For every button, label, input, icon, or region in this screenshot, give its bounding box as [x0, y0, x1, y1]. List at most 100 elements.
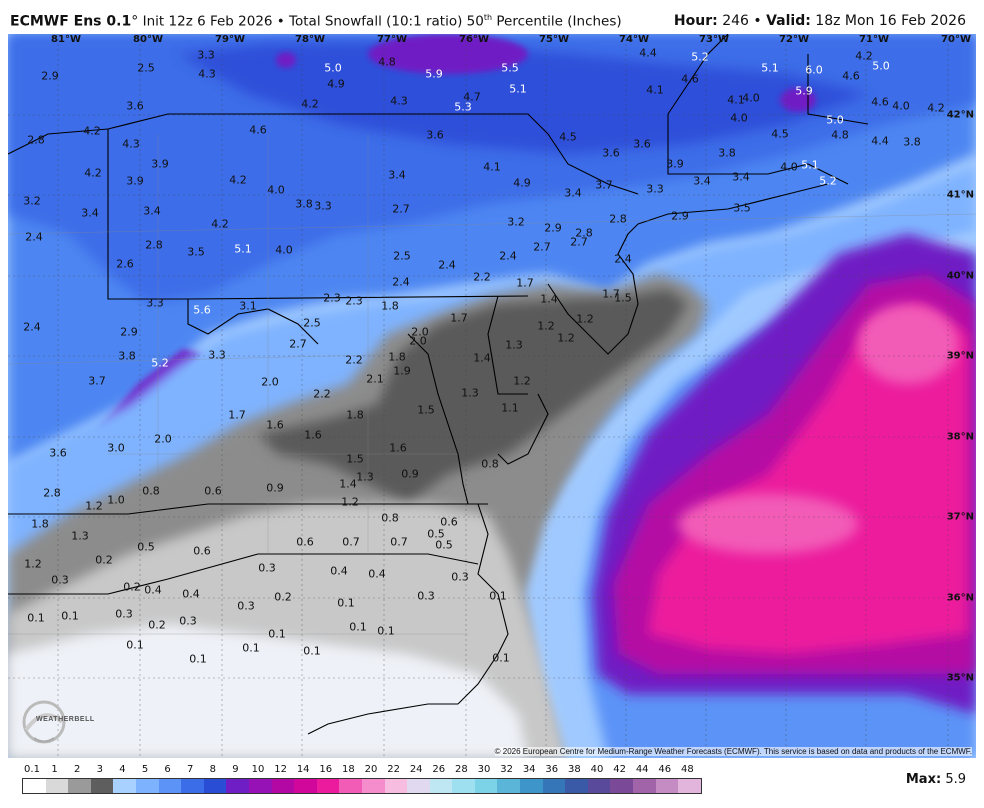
- snowfall-value: 5.0: [324, 61, 342, 75]
- colorbar-swatch: [45, 779, 69, 793]
- logo-swirl-icon: [22, 700, 66, 744]
- colorbar-swatch: [655, 779, 679, 793]
- snowfall-value: 0.9: [266, 481, 284, 495]
- snowfall-value: 1.3: [505, 338, 523, 352]
- colorbar-swatch: [271, 779, 295, 793]
- snowfall-value: 2.9: [544, 221, 562, 235]
- snowfall-value: 2.0: [261, 375, 279, 389]
- snowfall-value: 1.4: [540, 292, 558, 306]
- colorbar-tick-label: 30: [477, 764, 491, 775]
- colorbar-swatch: [203, 779, 227, 793]
- snowfall-value: 4.2: [211, 217, 229, 231]
- snowfall-value: 2.4: [25, 230, 43, 244]
- colorbar-tick-label: 22: [387, 764, 400, 775]
- snowfall-value: 4.2: [229, 173, 247, 187]
- offshore-pink: [648, 304, 968, 654]
- valid-value: 18z Mon 16 Feb 2026: [815, 13, 966, 29]
- snowfall-value: 2.7: [570, 235, 588, 249]
- logo-text: WEATHERBELL: [36, 716, 95, 723]
- purple-spot-mass: [780, 88, 816, 112]
- snowfall-value: 3.8: [118, 349, 136, 363]
- valid-label: Valid:: [766, 13, 811, 29]
- snowfall-value: 4.2: [83, 124, 101, 138]
- colorbar-tick-label: 12: [274, 764, 287, 775]
- snowfall-value: 0.1: [61, 609, 79, 623]
- longitude-label: 73°W: [699, 34, 729, 45]
- purple-spot-north: [368, 34, 528, 74]
- latitude-label: 39°N: [946, 350, 974, 362]
- snowfall-value: 3.3: [646, 182, 664, 196]
- snowfall-map[interactable]: 81°W 80°W 79°W 78°W 77°W 76°W 75°W 74°W 73°W 72°W…: [8, 34, 976, 758]
- snowfall-value: 2.4: [392, 275, 410, 289]
- colorbar-tick-label: 18: [342, 764, 355, 775]
- snowfall-value: 0.3: [51, 573, 69, 587]
- colorbar-tick-label: 20: [364, 764, 378, 775]
- latitude-label: 38°N: [946, 431, 974, 443]
- snowfall-value: 5.3: [454, 100, 472, 114]
- max-number: 5.9: [945, 772, 966, 787]
- snowfall-value: 3.4: [388, 168, 406, 182]
- colorbar-tick-label: 16: [319, 764, 333, 775]
- snowfall-value: 1.2: [576, 312, 594, 326]
- colorbar-tick-label: 44: [635, 764, 649, 775]
- snowfall-value: 5.2: [151, 356, 169, 370]
- colorbar-tick-label: 14: [296, 764, 310, 775]
- snowfall-value: 1.2: [85, 499, 103, 513]
- colorbar-swatch: [135, 779, 159, 793]
- snowfall-value: 5.9: [795, 84, 813, 98]
- colorbar-swatch: [565, 779, 588, 793]
- snowfall-value: 3.8: [295, 197, 313, 211]
- snowfall-value: 3.6: [633, 137, 651, 151]
- colorbar-tick-label: 1: [51, 764, 58, 775]
- snowfall-value: 3.9: [151, 157, 169, 171]
- snowfall-value: 1.1: [501, 401, 519, 415]
- snowfall-value: 4.0: [275, 243, 293, 257]
- snowfall-value: 0.1: [242, 641, 260, 655]
- snowfall-value: 1.6: [389, 441, 407, 455]
- snowfall-value: 5.1: [509, 82, 527, 96]
- snowfall-value: 3.6: [602, 146, 620, 160]
- snowfall-value: 0.1: [27, 611, 45, 625]
- snowfall-value: 1.2: [341, 495, 359, 509]
- snowfall-value: 3.2: [507, 215, 525, 229]
- snowfall-value: 1.6: [304, 428, 322, 442]
- colorbar-swatch: [587, 779, 611, 793]
- colorbar-tick-label: 48: [681, 764, 694, 775]
- county-lines: [8, 134, 976, 635]
- latitude-label: 36°N: [946, 592, 974, 604]
- snowfall-value: 1.8: [31, 517, 49, 531]
- colorbar-tick-label: 0.1: [24, 764, 40, 775]
- dark-gray-band: [258, 289, 688, 504]
- colorbar-swatch: [474, 779, 498, 793]
- snowfall-value: 4.1: [646, 83, 664, 97]
- colorbar-tick-label: 34: [522, 764, 536, 775]
- purple-spot-west: [276, 52, 296, 68]
- colorbar-tick-label: 2: [74, 764, 81, 775]
- colorbar-swatch: [610, 779, 634, 793]
- snowfall-value: 4.0: [730, 111, 748, 125]
- colorbar-swatch: [339, 779, 362, 793]
- snowfall-value: 2.4: [23, 320, 41, 334]
- colorbar-swatch: [294, 779, 317, 793]
- snowfall-value: 3.3: [314, 199, 332, 213]
- title-description-end: Percentile (Inches): [492, 13, 622, 30]
- longitude-label: 70°W: [941, 34, 971, 45]
- latitude-label: 42°N: [946, 109, 974, 121]
- colorbar-tick-label: 40: [590, 764, 604, 775]
- colorbar-swatch: [226, 779, 249, 793]
- snowfall-value: 5.5: [501, 61, 519, 75]
- snowfall-value: 1.3: [461, 386, 479, 400]
- snowfall-value: 3.7: [595, 178, 613, 192]
- snowfall-value: 2.5: [303, 316, 321, 330]
- copyright-notice: © 2026 European Centre for Medium-Range …: [494, 747, 972, 756]
- snowfall-value: 1.3: [71, 529, 89, 543]
- percentile-suffix: th: [483, 13, 493, 22]
- snowfall-value: 0.3: [451, 570, 469, 584]
- snowfall-value: 5.1: [234, 242, 252, 256]
- snowfall-value: 4.5: [771, 127, 789, 141]
- colorbar-swatch: [497, 779, 521, 793]
- snowfall-value: 6.0: [805, 63, 823, 77]
- colorbar-swatch: [361, 779, 385, 793]
- snowfall-value: 3.8: [903, 135, 921, 149]
- snowfall-value: 3.6: [49, 446, 67, 460]
